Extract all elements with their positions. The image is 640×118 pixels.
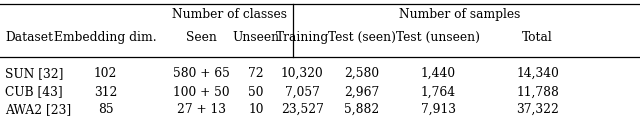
Text: 37,322: 37,322 xyxy=(516,103,559,116)
Text: CUB [43]: CUB [43] xyxy=(5,86,63,99)
Text: 10,320: 10,320 xyxy=(281,67,323,80)
Text: 100 + 50: 100 + 50 xyxy=(173,86,230,99)
Text: Embedding dim.: Embedding dim. xyxy=(54,31,157,44)
Text: 5,882: 5,882 xyxy=(344,103,380,116)
Text: 7,913: 7,913 xyxy=(421,103,456,116)
Text: Number of classes: Number of classes xyxy=(172,8,287,21)
Text: 50: 50 xyxy=(248,86,264,99)
Text: 2,967: 2,967 xyxy=(344,86,380,99)
Text: 580 + 65: 580 + 65 xyxy=(173,67,230,80)
Text: 85: 85 xyxy=(98,103,113,116)
Text: 27 + 13: 27 + 13 xyxy=(177,103,226,116)
Text: 23,527: 23,527 xyxy=(281,103,323,116)
Text: 72: 72 xyxy=(248,67,264,80)
Text: Total: Total xyxy=(522,31,553,44)
Text: 11,788: 11,788 xyxy=(516,86,559,99)
Text: 7,057: 7,057 xyxy=(285,86,319,99)
Text: Number of samples: Number of samples xyxy=(399,8,520,21)
Text: SUN [32]: SUN [32] xyxy=(5,67,63,80)
Text: 1,764: 1,764 xyxy=(421,86,456,99)
Text: AWA2 [23]: AWA2 [23] xyxy=(5,103,71,116)
Text: 2,580: 2,580 xyxy=(344,67,379,80)
Text: 312: 312 xyxy=(94,86,117,99)
Text: 14,340: 14,340 xyxy=(516,67,559,80)
Text: Unseen: Unseen xyxy=(232,31,280,44)
Text: Dataset: Dataset xyxy=(5,31,53,44)
Text: 1,440: 1,440 xyxy=(421,67,456,80)
Text: 10: 10 xyxy=(248,103,264,116)
Text: Test (unseen): Test (unseen) xyxy=(396,31,481,44)
Text: 102: 102 xyxy=(94,67,117,80)
Text: Seen: Seen xyxy=(186,31,217,44)
Text: Test (seen): Test (seen) xyxy=(328,31,396,44)
Text: Training: Training xyxy=(275,31,329,44)
